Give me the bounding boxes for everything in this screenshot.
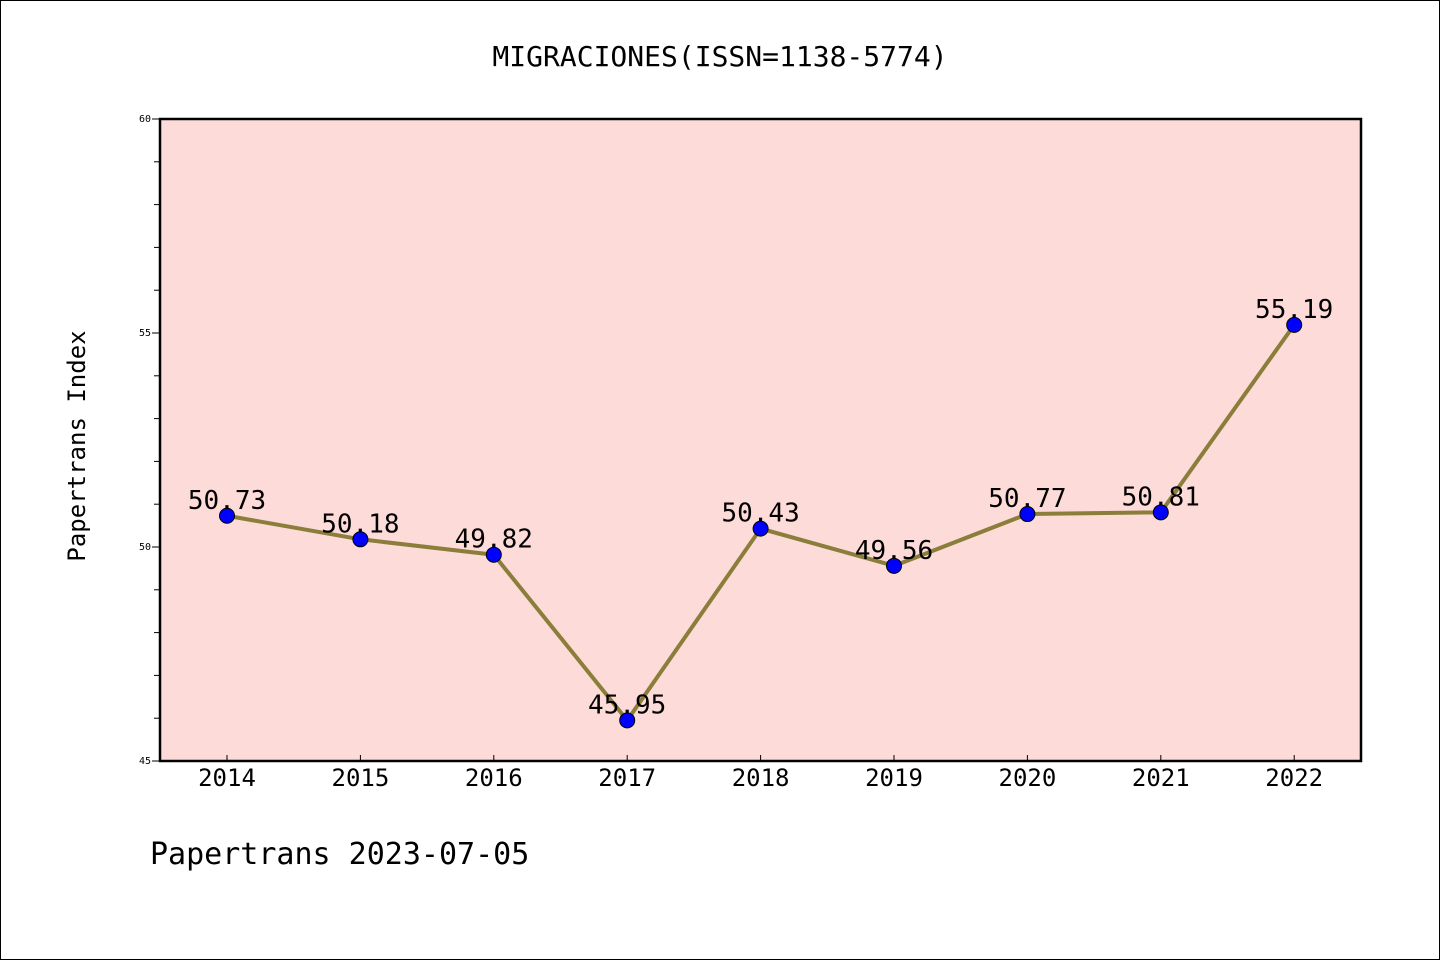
data-label: 50.77 [988,484,1066,514]
plot-border [158,117,1363,763]
data-label: 50.73 [188,486,266,516]
y-tick-label: 45 [139,756,151,767]
y-tick-label: 50 [139,542,151,553]
x-tick-label: 2020 [999,764,1057,792]
data-point [1152,504,1169,521]
data-label: 49.82 [455,525,533,555]
data-point [219,507,235,524]
data-point [619,712,636,729]
data-point [1286,316,1303,333]
series-markers [219,316,1303,729]
y-tick-label: 60 [139,114,151,125]
data-point [886,557,902,574]
data-point [352,531,369,548]
data-point [1019,506,1036,523]
plot-area [160,119,1361,761]
data-point [485,546,502,563]
data-label: 50.81 [1122,482,1200,512]
x-tick-label: 2018 [732,764,790,792]
y-tick-label: 55 [139,328,151,339]
x-tick-label: 2019 [865,764,923,792]
y-tick-labels: 45 50 55 60 [139,114,160,767]
x-tick-label: 2015 [332,764,390,792]
data-label: 50.43 [721,499,799,529]
data-label: 49.56 [855,536,933,566]
x-tick-labels: 2014 2015 2016 2017 2018 2019 2020 2021 2022 [198,755,1323,792]
x-tick-label: 2014 [198,764,256,792]
y-axis-label: Papertrans Index [63,330,91,561]
x-tick-label: 2021 [1132,764,1190,792]
x-tick-label: 2022 [1265,764,1323,792]
footer-text: Papertrans 2023-07-05 [150,837,529,872]
data-label: 50.18 [321,509,399,539]
data-label: 45.95 [588,690,666,720]
x-tick-label: 2016 [465,764,523,792]
x-tick-label: 2017 [598,764,656,792]
data-labels: 50.73 50.18 49.82 45.95 50.43 49.56 50.77 50.81… [188,295,1333,720]
data-point [752,520,769,537]
data-label: 55.19 [1255,295,1333,325]
chart-title: MIGRACIONES(ISSN=1138-5774) [492,40,947,73]
